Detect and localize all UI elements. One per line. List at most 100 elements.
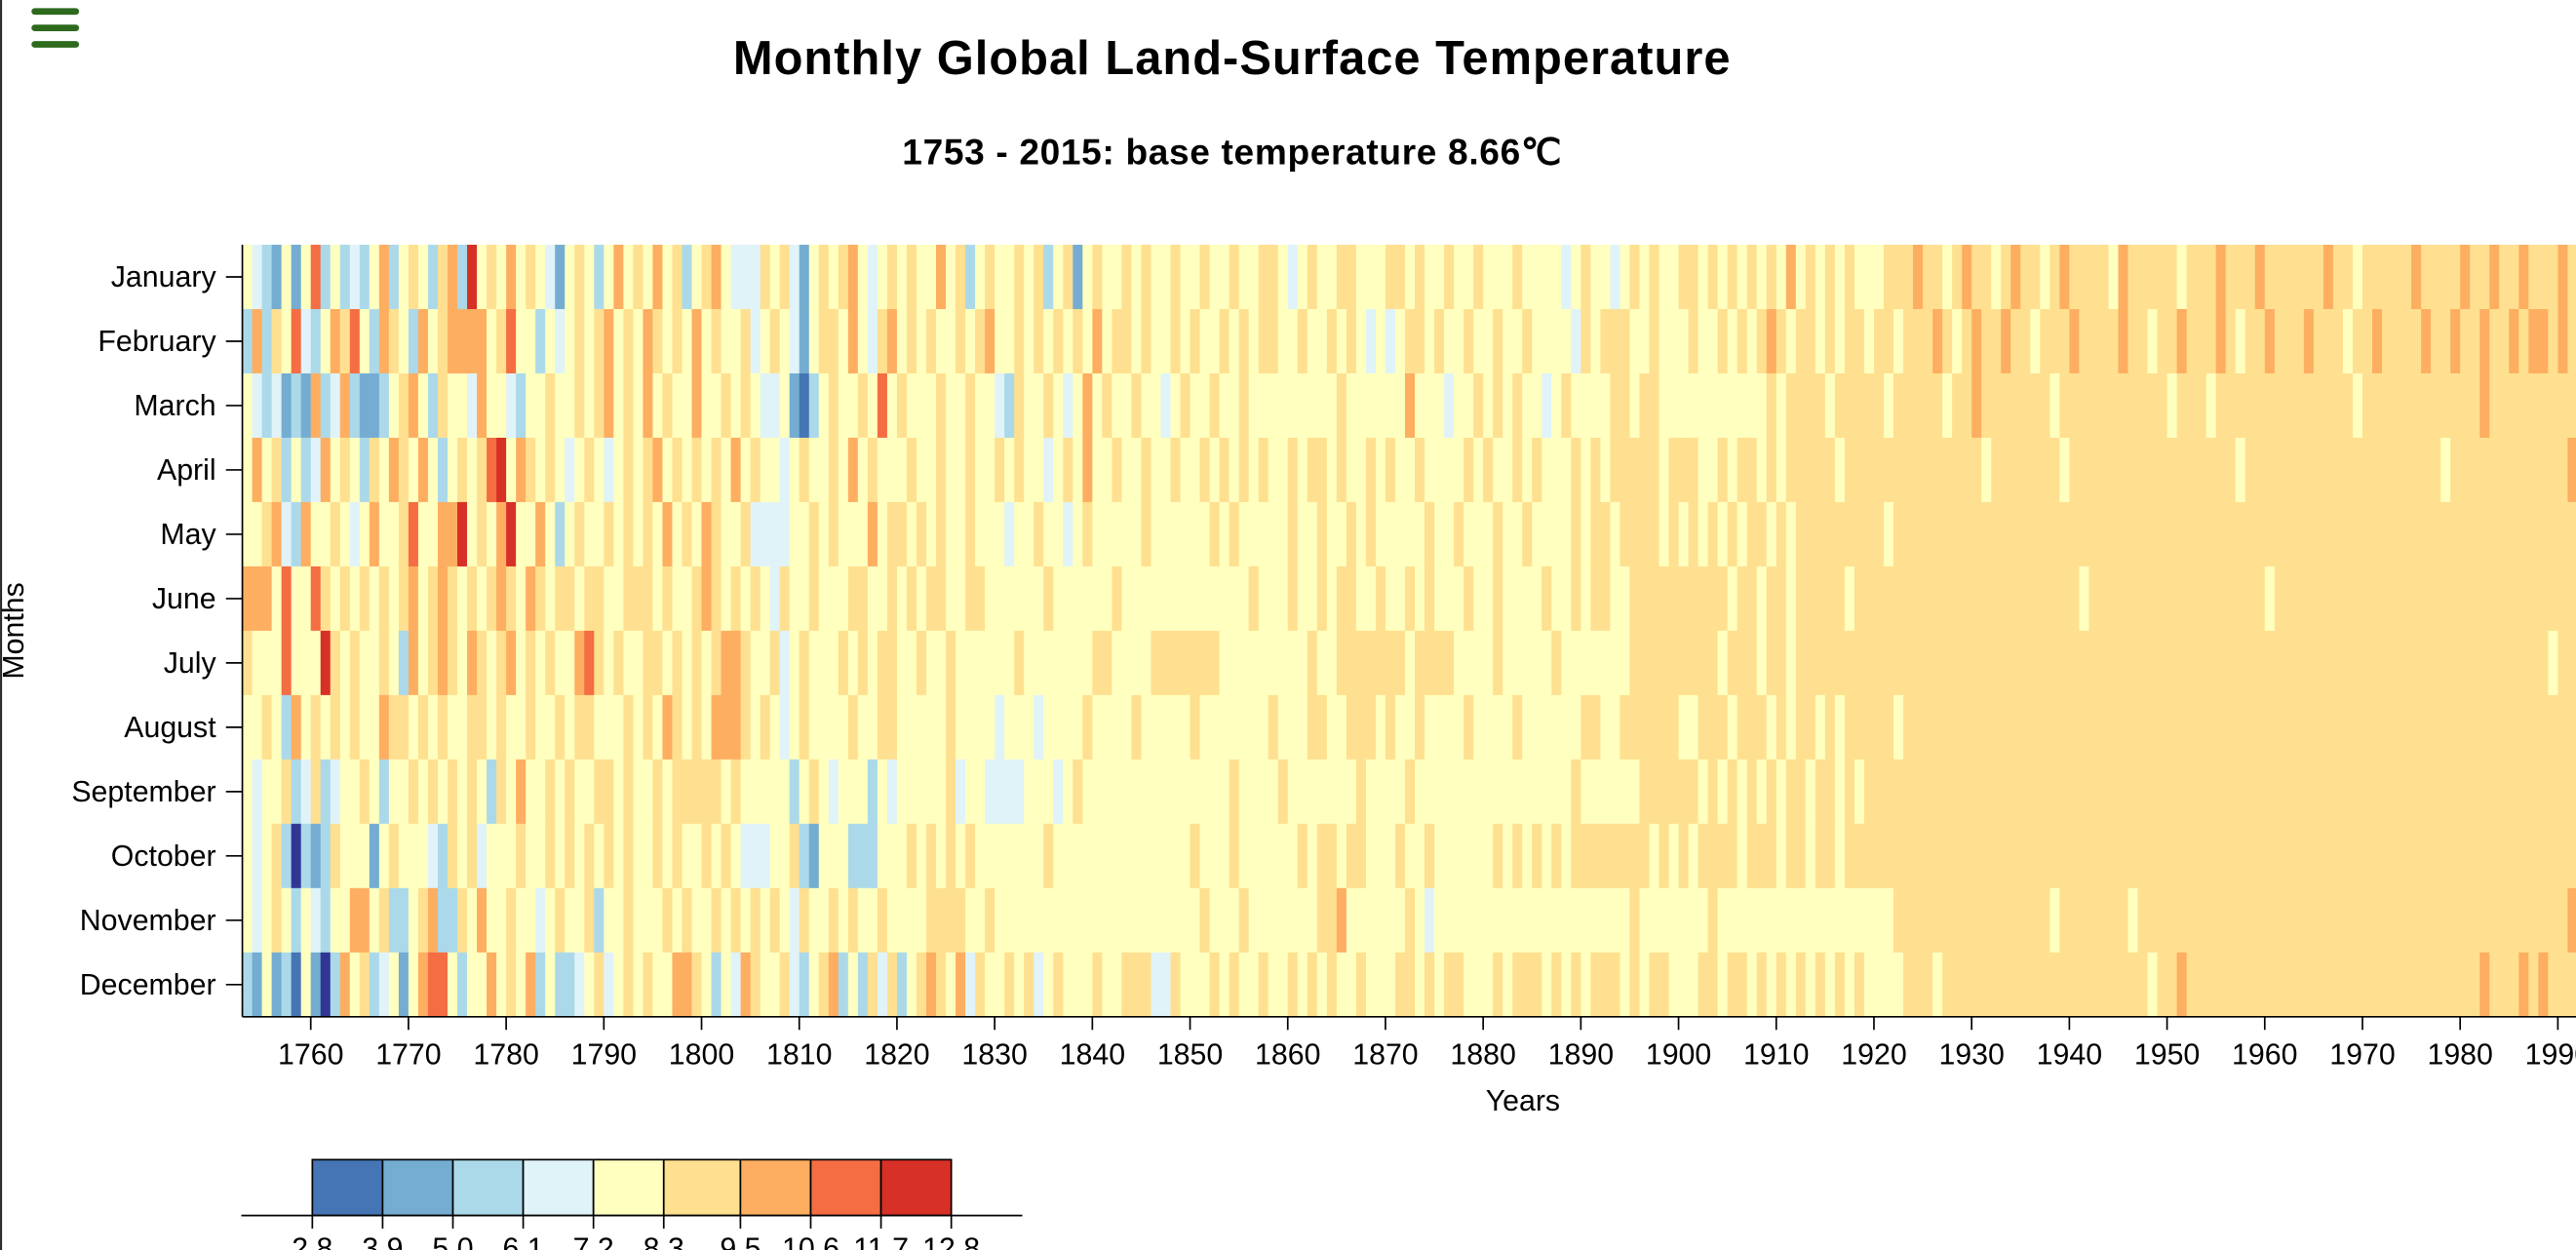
heat-cell bbox=[545, 566, 556, 632]
heat-cell bbox=[1551, 759, 1562, 825]
heat-cell bbox=[1277, 887, 1289, 954]
menu-bar bbox=[31, 8, 80, 16]
heat-cell bbox=[1610, 630, 1620, 696]
heat-cell bbox=[1268, 245, 1279, 310]
menu-button[interactable] bbox=[31, 8, 80, 48]
heat-cell bbox=[867, 887, 878, 954]
heat-cell bbox=[613, 887, 624, 954]
heat-cell bbox=[2147, 566, 2159, 632]
heat-cell bbox=[2225, 952, 2237, 1018]
heat-cell bbox=[1394, 501, 1406, 567]
heat-cell bbox=[1483, 694, 1494, 761]
heat-cell bbox=[320, 630, 332, 696]
heat-cell bbox=[721, 694, 732, 761]
heat-cell bbox=[2538, 501, 2549, 567]
heat-cell bbox=[789, 566, 800, 632]
heat-cell bbox=[1287, 887, 1299, 954]
heat-cell bbox=[2401, 245, 2412, 310]
heat-cell bbox=[1082, 630, 1093, 696]
heat-cell bbox=[2264, 501, 2276, 567]
heat-cell bbox=[487, 887, 497, 954]
heat-cell bbox=[623, 759, 634, 825]
heat-cell bbox=[1151, 823, 1161, 889]
heat-cell bbox=[2283, 694, 2295, 761]
heat-cell bbox=[1425, 630, 1435, 696]
heat-cell bbox=[1649, 887, 1660, 954]
heat-cell bbox=[847, 308, 859, 374]
heat-cell bbox=[1629, 566, 1640, 632]
heat-cell bbox=[730, 566, 742, 632]
heat-cell bbox=[2431, 952, 2441, 1018]
heat-cell bbox=[2079, 823, 2089, 889]
heat-cell bbox=[2352, 630, 2363, 696]
heat-cell bbox=[1043, 952, 1054, 1018]
heat-cell bbox=[701, 437, 713, 503]
heat-cell bbox=[828, 630, 839, 696]
heat-cell bbox=[1551, 501, 1562, 567]
heat-cell bbox=[1326, 887, 1338, 954]
heat-cell bbox=[2528, 630, 2539, 696]
heat-cell bbox=[2440, 245, 2451, 310]
heat-cell bbox=[2157, 759, 2168, 825]
heat-cell bbox=[1561, 759, 1572, 825]
heat-cell bbox=[1277, 501, 1289, 567]
heat-cell bbox=[828, 823, 839, 889]
heat-cell bbox=[1923, 952, 1933, 1018]
heat-cell bbox=[2557, 437, 2568, 503]
heat-cell bbox=[1444, 759, 1455, 825]
heat-cell bbox=[721, 566, 732, 632]
heat-cell bbox=[1913, 566, 1924, 632]
heat-cell bbox=[975, 245, 986, 310]
heat-cell bbox=[2215, 437, 2227, 503]
heat-cell bbox=[1483, 759, 1494, 825]
heat-cell bbox=[565, 887, 575, 954]
heat-cell bbox=[2470, 566, 2480, 632]
y-tick-label: August bbox=[124, 712, 216, 744]
heat-cell bbox=[1258, 952, 1269, 1018]
heat-cell bbox=[310, 887, 322, 954]
heat-cell bbox=[1952, 245, 1963, 310]
heat-cell bbox=[1581, 245, 1591, 310]
heat-cell bbox=[535, 759, 546, 825]
heat-cell bbox=[1346, 372, 1357, 439]
heat-cell bbox=[1287, 630, 1299, 696]
heat-cell bbox=[1024, 887, 1034, 954]
heat-cell bbox=[300, 694, 312, 761]
heat-cell bbox=[2059, 308, 2070, 374]
heat-cell bbox=[711, 759, 722, 825]
heat-cell bbox=[1493, 694, 1503, 761]
heat-cell bbox=[1746, 694, 1758, 761]
heat-cell bbox=[1141, 887, 1151, 954]
heat-cell bbox=[847, 952, 859, 1018]
heat-cell bbox=[1883, 308, 1894, 374]
heat-cell bbox=[2069, 566, 2080, 632]
heat-cell bbox=[750, 759, 761, 825]
heat-cell bbox=[1971, 630, 1982, 696]
heat-cell bbox=[711, 501, 722, 567]
heat-cell bbox=[2411, 823, 2422, 889]
y-tick-label: November bbox=[80, 905, 216, 937]
heat-cell bbox=[1102, 759, 1112, 825]
heat-cell bbox=[359, 630, 371, 696]
heat-cell bbox=[1160, 437, 1172, 503]
heat-cell bbox=[2001, 372, 2011, 439]
heat-cell bbox=[2401, 566, 2412, 632]
heat-cell bbox=[545, 952, 556, 1018]
heat-cell bbox=[1180, 823, 1191, 889]
heat-cell bbox=[574, 823, 585, 889]
heat-cell bbox=[535, 952, 546, 1018]
x-tick-label: 1780 bbox=[473, 1039, 538, 1072]
heat-cell bbox=[2421, 823, 2432, 889]
heat-cell bbox=[369, 308, 380, 374]
heat-cell bbox=[604, 372, 614, 439]
heat-cell bbox=[623, 245, 634, 310]
heat-cell bbox=[330, 245, 341, 310]
heat-cell bbox=[2509, 630, 2519, 696]
heat-cell bbox=[1151, 887, 1161, 954]
heat-cell bbox=[1932, 437, 1943, 503]
heat-cell bbox=[2342, 372, 2354, 439]
heat-cell bbox=[1102, 566, 1112, 632]
heat-cell bbox=[1854, 372, 1865, 439]
heat-cell bbox=[1473, 694, 1484, 761]
heat-cell bbox=[1355, 887, 1367, 954]
